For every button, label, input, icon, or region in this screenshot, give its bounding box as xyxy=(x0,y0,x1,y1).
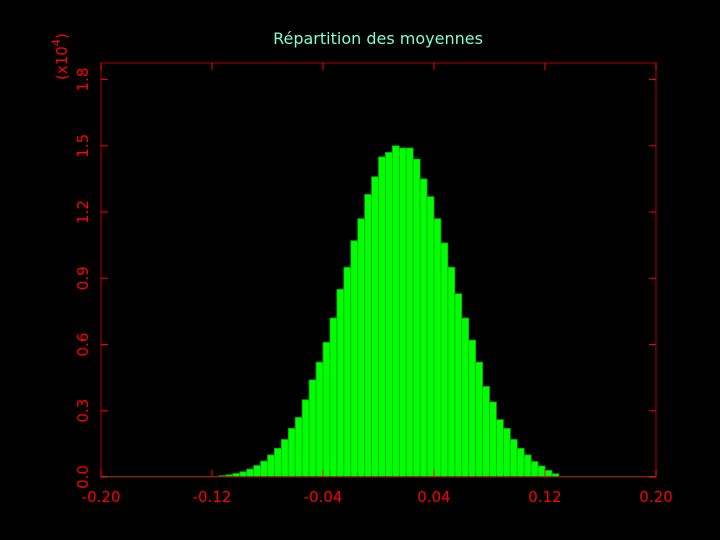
y-multiplier-exponent: 4 xyxy=(50,39,63,46)
histogram-bar xyxy=(502,428,511,478)
histogram-bar xyxy=(523,454,532,478)
y-tick-label: 0.9 xyxy=(74,266,92,290)
y-multiplier-close: ) xyxy=(53,33,71,39)
histogram-bar xyxy=(447,266,456,478)
histogram-bar xyxy=(537,465,546,478)
ticks-group: -0.20 -0.12 -0.04 0.04 0.12 0.20 0.0 0.3 0.6 0.9 1… xyxy=(74,63,673,506)
histogram-bar xyxy=(287,428,296,478)
histogram-bar xyxy=(350,240,359,478)
histogram-bar xyxy=(516,447,525,478)
histogram-bar xyxy=(315,361,324,478)
y-tick-label: 0.0 xyxy=(74,465,92,489)
histogram-bar xyxy=(509,439,518,478)
x-tick-label: -0.12 xyxy=(193,488,232,506)
x-tick-label: -0.20 xyxy=(82,488,121,506)
x-tick-label: 0.04 xyxy=(417,488,450,506)
histogram-bar xyxy=(530,461,539,478)
x-tick-label: -0.04 xyxy=(304,488,343,506)
histogram-bar xyxy=(461,317,470,478)
x-tick-label: 0.12 xyxy=(528,488,561,506)
plot-frame xyxy=(100,62,657,478)
histogram-bar xyxy=(475,361,483,478)
y-multiplier: (x104) xyxy=(50,33,71,80)
histogram-bar xyxy=(260,460,268,478)
histogram-bar xyxy=(440,242,449,478)
y-tick-label: 1.2 xyxy=(74,200,92,224)
histogram-bar xyxy=(482,386,490,478)
y-tick-label: 0.3 xyxy=(74,399,92,423)
histogram-bar xyxy=(267,454,275,478)
histogram-bar xyxy=(391,145,400,478)
histogram-bar xyxy=(357,218,366,478)
histogram-bar xyxy=(364,193,372,478)
histogram-bar xyxy=(322,341,331,478)
histogram-bar xyxy=(419,178,428,478)
histogram-bar xyxy=(301,399,310,478)
histogram-bar xyxy=(398,147,407,478)
y-multiplier-base: (x10 xyxy=(53,46,71,80)
histogram-bar xyxy=(433,218,442,478)
histogram-bar xyxy=(489,401,497,478)
histogram-bar xyxy=(280,439,289,478)
histogram-bar xyxy=(246,468,255,478)
bars-group xyxy=(101,145,656,478)
histogram-bar xyxy=(544,469,553,478)
histogram-bar xyxy=(336,288,345,478)
histogram-bar xyxy=(385,152,393,478)
histogram-bar xyxy=(329,317,338,478)
chart-title: Répartition des moyennes xyxy=(273,29,483,48)
histogram-bar xyxy=(294,416,303,478)
y-tick-label: 1.5 xyxy=(74,134,92,158)
y-tick-label: 1.8 xyxy=(74,68,92,92)
histogram-bar xyxy=(454,293,463,478)
histogram-bar xyxy=(343,266,352,478)
histogram-bar xyxy=(468,339,477,478)
histogram-bar xyxy=(405,147,414,478)
histogram-bar xyxy=(239,471,248,478)
histogram-bar xyxy=(378,156,386,478)
histogram-bar xyxy=(412,158,421,478)
histogram-bar xyxy=(426,196,435,478)
histogram-bar xyxy=(274,447,282,478)
histogram-bar xyxy=(496,419,504,478)
histogram-bar xyxy=(371,176,379,478)
y-tick-label: 0.6 xyxy=(74,333,92,357)
histogram-bar xyxy=(308,379,317,478)
histogram-bar xyxy=(253,465,261,478)
x-tick-label: 0.20 xyxy=(639,488,672,506)
